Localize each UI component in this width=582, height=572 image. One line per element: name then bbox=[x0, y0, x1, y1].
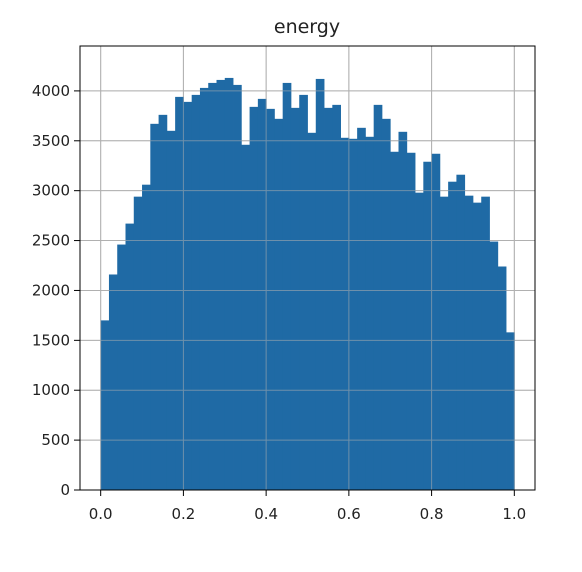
histogram-bar-48 bbox=[497, 266, 507, 490]
histogram-bar-1 bbox=[108, 274, 118, 490]
histogram-bar-19 bbox=[257, 98, 267, 491]
histogram-bar-10 bbox=[183, 101, 193, 491]
histogram-bar-46 bbox=[481, 196, 490, 490]
histogram-bar-23 bbox=[290, 107, 300, 491]
histogram-bar-4 bbox=[133, 196, 143, 490]
y-axis: 0 500 1000 1500 2000 2500 3000 3500 4000 bbox=[32, 82, 80, 499]
histogram-bar-35 bbox=[390, 151, 399, 491]
y-tick-label-4: 2000 bbox=[32, 281, 70, 299]
histogram-bar-41 bbox=[439, 196, 449, 490]
histogram-bar-27 bbox=[324, 107, 333, 491]
histogram-bar-39 bbox=[423, 161, 432, 490]
histogram-bar-40 bbox=[431, 153, 441, 490]
histogram-bar-37 bbox=[406, 152, 416, 490]
histogram-bar-14 bbox=[216, 79, 226, 491]
histogram-bar-0 bbox=[100, 320, 110, 490]
histogram-bar-20 bbox=[266, 108, 275, 490]
x-tick-label-5: 1.0 bbox=[502, 505, 526, 523]
x-tick-label-2: 0.4 bbox=[254, 505, 278, 523]
histogram-bar-13 bbox=[208, 82, 217, 490]
histogram-bar-49 bbox=[506, 332, 515, 490]
histogram-bar-6 bbox=[150, 123, 159, 491]
histogram-bar-16 bbox=[233, 84, 242, 491]
histogram-bar-3 bbox=[125, 223, 135, 490]
histogram-bar-17 bbox=[241, 144, 250, 490]
y-tick-label-3: 1500 bbox=[32, 331, 70, 349]
x-tick-label-0: 0.0 bbox=[89, 505, 113, 523]
histogram-bar-45 bbox=[472, 202, 482, 490]
histogram-bar-26 bbox=[315, 78, 325, 490]
histogram-bar-33 bbox=[373, 104, 383, 490]
y-tick-label-6: 3000 bbox=[32, 182, 70, 200]
histogram-bar-44 bbox=[464, 195, 474, 491]
histogram-bar-29 bbox=[340, 137, 350, 490]
y-tick-label-8: 4000 bbox=[32, 82, 70, 100]
histogram-bar-31 bbox=[357, 127, 366, 490]
histogram-bar-18 bbox=[249, 106, 259, 491]
histogram-bar-5 bbox=[142, 184, 151, 491]
histogram-bar-28 bbox=[332, 104, 341, 490]
histogram-bar-32 bbox=[365, 136, 375, 490]
chart-title: energy bbox=[274, 16, 340, 38]
plot-frame bbox=[79, 45, 536, 491]
histogram-bar-38 bbox=[415, 192, 424, 490]
histogram-bar-11 bbox=[191, 94, 201, 490]
histogram-bar-34 bbox=[381, 118, 391, 491]
x-axis: 0.0 0.2 0.4 0.6 0.8 1.0 bbox=[89, 490, 526, 523]
histogram-bar-22 bbox=[282, 82, 292, 490]
histogram-bar-24 bbox=[299, 94, 308, 490]
histogram-bar-7 bbox=[158, 114, 168, 490]
histogram-bar-9 bbox=[175, 96, 184, 491]
x-tick-label-4: 0.8 bbox=[420, 505, 444, 523]
y-tick-label-1: 500 bbox=[41, 431, 70, 449]
y-tick-label-0: 0 bbox=[60, 481, 70, 499]
histogram-bars bbox=[100, 77, 515, 491]
histogram-bar-42 bbox=[448, 181, 457, 490]
y-tick-label-5: 2500 bbox=[32, 232, 70, 250]
histogram-bar-2 bbox=[117, 244, 126, 490]
histogram-bar-36 bbox=[398, 131, 408, 490]
histogram-bar-8 bbox=[166, 130, 176, 490]
x-tick-label-3: 0.6 bbox=[337, 505, 361, 523]
x-tick-label-1: 0.2 bbox=[171, 505, 195, 523]
histogram-bar-15 bbox=[224, 77, 234, 490]
histogram-bar-21 bbox=[274, 118, 284, 491]
y-tick-label-7: 3500 bbox=[32, 132, 70, 150]
histogram-bar-43 bbox=[456, 174, 466, 490]
histogram-bar-12 bbox=[199, 87, 209, 491]
histogram-bar-30 bbox=[348, 138, 358, 490]
y-tick-label-2: 1000 bbox=[32, 381, 70, 399]
histogram-bar-25 bbox=[307, 132, 317, 490]
histogram-bar-47 bbox=[489, 241, 499, 490]
